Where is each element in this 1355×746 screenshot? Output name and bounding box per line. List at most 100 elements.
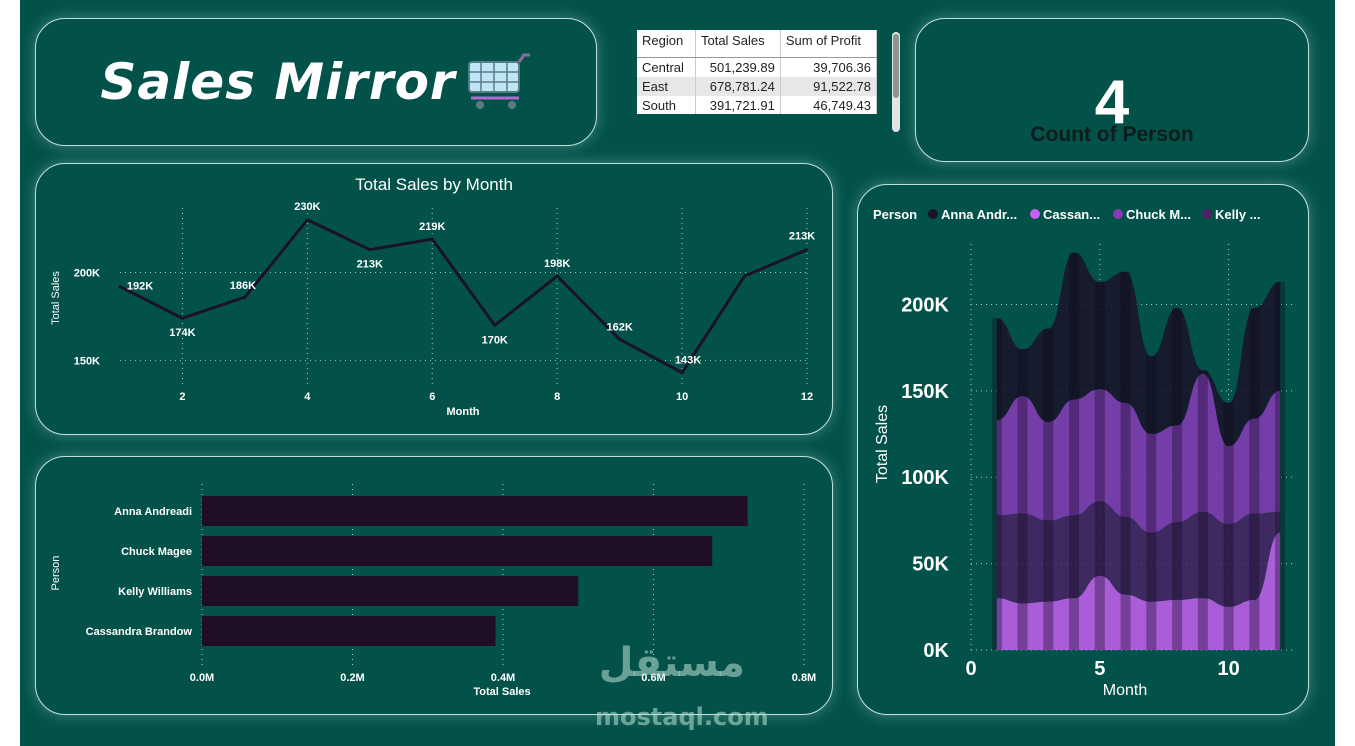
column-header-profit[interactable]: Sum of Profit	[780, 30, 877, 58]
data-label: 143K	[675, 355, 701, 367]
area-chart: Person Anna Andr... Cassan... Chuck M... Kel…	[873, 207, 1293, 699]
shopping-cart-icon	[467, 53, 530, 109]
month-band	[1275, 282, 1286, 650]
area-series	[996, 252, 1281, 447]
x-tick-label: 0	[965, 658, 976, 680]
cell-profit: 39,706.36	[780, 57, 877, 77]
month-band	[1094, 282, 1105, 650]
data-label: 162K	[606, 321, 632, 333]
data-label: 192K	[127, 281, 153, 293]
dashboard-canvas: Sales Mirror Region Total Sales Sum of P…	[20, 0, 1335, 746]
line-chart: Total Sales by Month 150K 200K 2 4 6 8 10 12 Mont…	[50, 175, 815, 418]
cell-sales: 391,721.91	[695, 96, 781, 114]
area-series	[996, 373, 1281, 533]
data-point	[243, 295, 247, 299]
chart-title: Total Sales by Month	[355, 175, 513, 194]
y-axis-label: Person	[50, 556, 62, 591]
column-header-total-sales[interactable]: Total Sales	[695, 30, 781, 58]
y-axis-label: Total Sales	[50, 271, 62, 325]
data-label: 230K	[294, 201, 320, 213]
bar	[202, 576, 579, 606]
table-row[interactable]: East 678,781.24 91,522.78	[637, 77, 877, 96]
legend-marker	[1030, 209, 1040, 219]
x-axis-label: Month	[1103, 682, 1147, 699]
x-tick-label: 2	[179, 391, 185, 403]
x-tick-label: 12	[801, 391, 813, 403]
area-series	[996, 532, 1281, 650]
table-scrollbar-thumb[interactable]	[893, 34, 899, 98]
title-card: Sales Mirror	[35, 18, 597, 146]
x-tick-label: 5	[1094, 658, 1105, 680]
category-label: Anna Andreadi	[114, 506, 192, 518]
data-point	[680, 371, 684, 375]
month-band	[1017, 349, 1028, 650]
data-point	[180, 316, 184, 320]
kpi-card: 4 Count of Person	[915, 18, 1309, 162]
x-tick-label: 0.0M	[190, 672, 214, 684]
y-tick-label: 0K	[923, 640, 949, 662]
x-tick-label: 0.4M	[491, 672, 515, 684]
x-tick-label: 0.6M	[641, 672, 665, 684]
month-band	[1172, 307, 1183, 650]
data-point	[805, 248, 809, 252]
data-point	[368, 248, 372, 252]
data-label: 170K	[482, 334, 508, 346]
table-scrollbar[interactable]	[892, 32, 900, 132]
data-point	[743, 274, 747, 278]
y-tick-label: 150K	[74, 355, 100, 367]
legend-entry: Kelly ...	[1215, 207, 1261, 222]
data-label: 219K	[419, 221, 445, 233]
legend-title: Person	[873, 207, 917, 222]
legend-marker	[1202, 209, 1212, 219]
cell-sales: 678,781.24	[695, 77, 781, 96]
bar	[202, 616, 496, 646]
data-label: 198K	[544, 258, 570, 270]
legend-marker	[1113, 209, 1123, 219]
category-label: Chuck Magee	[121, 546, 192, 558]
bar	[202, 536, 713, 566]
x-tick-label: 8	[554, 391, 560, 403]
data-label: 213K	[789, 231, 815, 243]
y-axis-label: Total Sales	[874, 405, 891, 483]
x-axis-label: Month	[447, 406, 480, 418]
x-tick-label: 10	[1217, 658, 1239, 680]
region-table[interactable]: Region Total Sales Sum of Profit Central…	[637, 30, 877, 114]
data-label: 174K	[169, 327, 195, 339]
bar-chart: 0.0M 0.2M 0.4M 0.6M 0.8M Total Sales Person Ann…	[50, 484, 816, 698]
x-tick-label: 6	[429, 391, 435, 403]
data-label: 186K	[230, 280, 256, 292]
data-point	[618, 337, 622, 341]
category-label: Cassandra Brandow	[86, 626, 193, 638]
month-band	[991, 318, 1002, 650]
cell-profit: 91,522.78	[780, 77, 877, 96]
line-series	[119, 218, 808, 375]
legend-entry: Chuck M...	[1126, 207, 1191, 222]
watermark-arabic: مستقل	[598, 640, 745, 686]
cell-region: East	[637, 77, 696, 96]
line-chart-card: Total Sales by Month 150K 200K 2 4 6 8 10 12 Mont…	[35, 163, 833, 435]
month-band	[1043, 328, 1054, 650]
column-header-region[interactable]: Region	[637, 30, 696, 58]
y-tick-label: 200K	[901, 294, 949, 316]
cell-region: South	[637, 96, 696, 114]
table-row[interactable]: South 391,721.91 46,749.43	[637, 96, 877, 114]
data-point	[493, 323, 497, 327]
data-point	[305, 218, 309, 222]
month-band	[1197, 370, 1208, 650]
data-label: 213K	[357, 259, 383, 271]
month-band	[1223, 402, 1234, 650]
table-row[interactable]: Central 501,239.89 39,706.36	[637, 57, 877, 77]
area-chart-card: Person Anna Andr... Cassan... Chuck M... Kel…	[857, 184, 1309, 715]
legend-marker	[928, 209, 938, 219]
cell-profit: 46,749.43	[780, 96, 877, 114]
cell-sales: 501,239.89	[695, 57, 781, 77]
cell-region: Central	[637, 57, 696, 77]
month-band	[1069, 252, 1080, 650]
kpi-value: 4	[1094, 68, 1130, 137]
month-band	[1249, 307, 1260, 650]
x-tick-label: 4	[304, 391, 311, 403]
month-band	[1120, 271, 1131, 650]
data-point	[430, 237, 434, 241]
y-tick-label: 100K	[901, 467, 949, 489]
legend-entry: Cassan...	[1043, 207, 1100, 222]
